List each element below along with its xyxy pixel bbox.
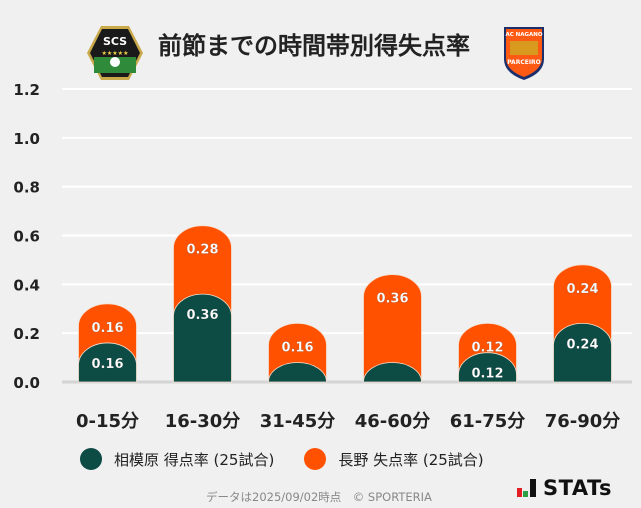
legend-swatch-home <box>80 448 102 470</box>
x-tick-label: 76-90分 <box>545 411 621 432</box>
x-tick-label: 0-15分 <box>76 411 139 432</box>
data-label-away: 0.16 <box>91 321 123 336</box>
nagano-parceiro-logo: AC NAGANO PARCEIRO <box>504 27 544 80</box>
data-label-away: 0.16 <box>281 340 313 355</box>
bar-home-2 <box>268 362 327 383</box>
legend-label-away: 長野 失点率 (25試合) <box>338 450 484 469</box>
data-label-away: 0.28 <box>186 243 218 258</box>
y-tick-label: 0.8 <box>13 179 40 197</box>
page-title: 前節までの時間帯別得失点率 <box>158 32 470 60</box>
stats-brand: STATs <box>543 476 612 500</box>
bar-home-4 <box>458 352 517 383</box>
data-label-home: 0.36 <box>186 308 218 323</box>
data-source-note: データは2025/09/02時点 © SPORTERIA <box>206 490 432 504</box>
bar-home-1 <box>173 293 232 383</box>
svg-text:★★★★★: ★★★★★ <box>102 50 129 57</box>
legend-label-home: 相模原 得点率 (25試合) <box>114 450 275 469</box>
x-tick-label: 16-30分 <box>165 411 241 432</box>
bar-home-5 <box>553 323 612 383</box>
y-tick-label: 0.4 <box>13 276 40 294</box>
svg-text:PARCEIRO: PARCEIRO <box>507 59 541 66</box>
svg-text:AC NAGANO: AC NAGANO <box>505 32 542 38</box>
y-tick-label: 1.0 <box>13 130 40 148</box>
bar-chart: 0.0 0.2 0.4 0.6 0.8 1.0 1.2 0.16 0.16 0-15分 0.28 0.… <box>13 81 632 432</box>
y-tick-label: 1.2 <box>13 81 40 99</box>
y-tick-label: 0.6 <box>13 228 40 246</box>
data-label-home: 0.12 <box>471 367 503 382</box>
svg-text:SCS: SCS <box>103 35 127 48</box>
data-label-home: 0.24 <box>566 337 598 352</box>
sagamihara-logo: SCS ★★★★★ <box>87 26 143 80</box>
x-tick-label: 31-45分 <box>260 411 336 432</box>
header: SCS ★★★★★ 前節までの時間帯別得失点率 AC NAGANO PARCEI… <box>0 12 641 80</box>
x-tick-label: 46-60分 <box>355 411 431 432</box>
bar-home-0 <box>78 342 137 383</box>
data-label-away: 0.24 <box>566 282 598 297</box>
stats-bars-icon <box>517 479 536 497</box>
stats-logo: STATs <box>517 476 612 500</box>
legend: 相模原 得点率 (25試合) 長野 失点率 (25試合) <box>80 448 484 470</box>
x-tick-label: 61-75分 <box>450 411 526 432</box>
bar-home-3 <box>363 362 422 383</box>
data-label-home: 0.16 <box>91 357 123 372</box>
bar-away-3 <box>363 274 422 383</box>
y-tick-label: 0.2 <box>13 325 40 343</box>
y-tick-label: 0.0 <box>13 374 40 392</box>
legend-swatch-away <box>304 448 327 470</box>
data-label-away: 0.36 <box>376 292 408 307</box>
data-label-away: 0.12 <box>471 340 503 355</box>
